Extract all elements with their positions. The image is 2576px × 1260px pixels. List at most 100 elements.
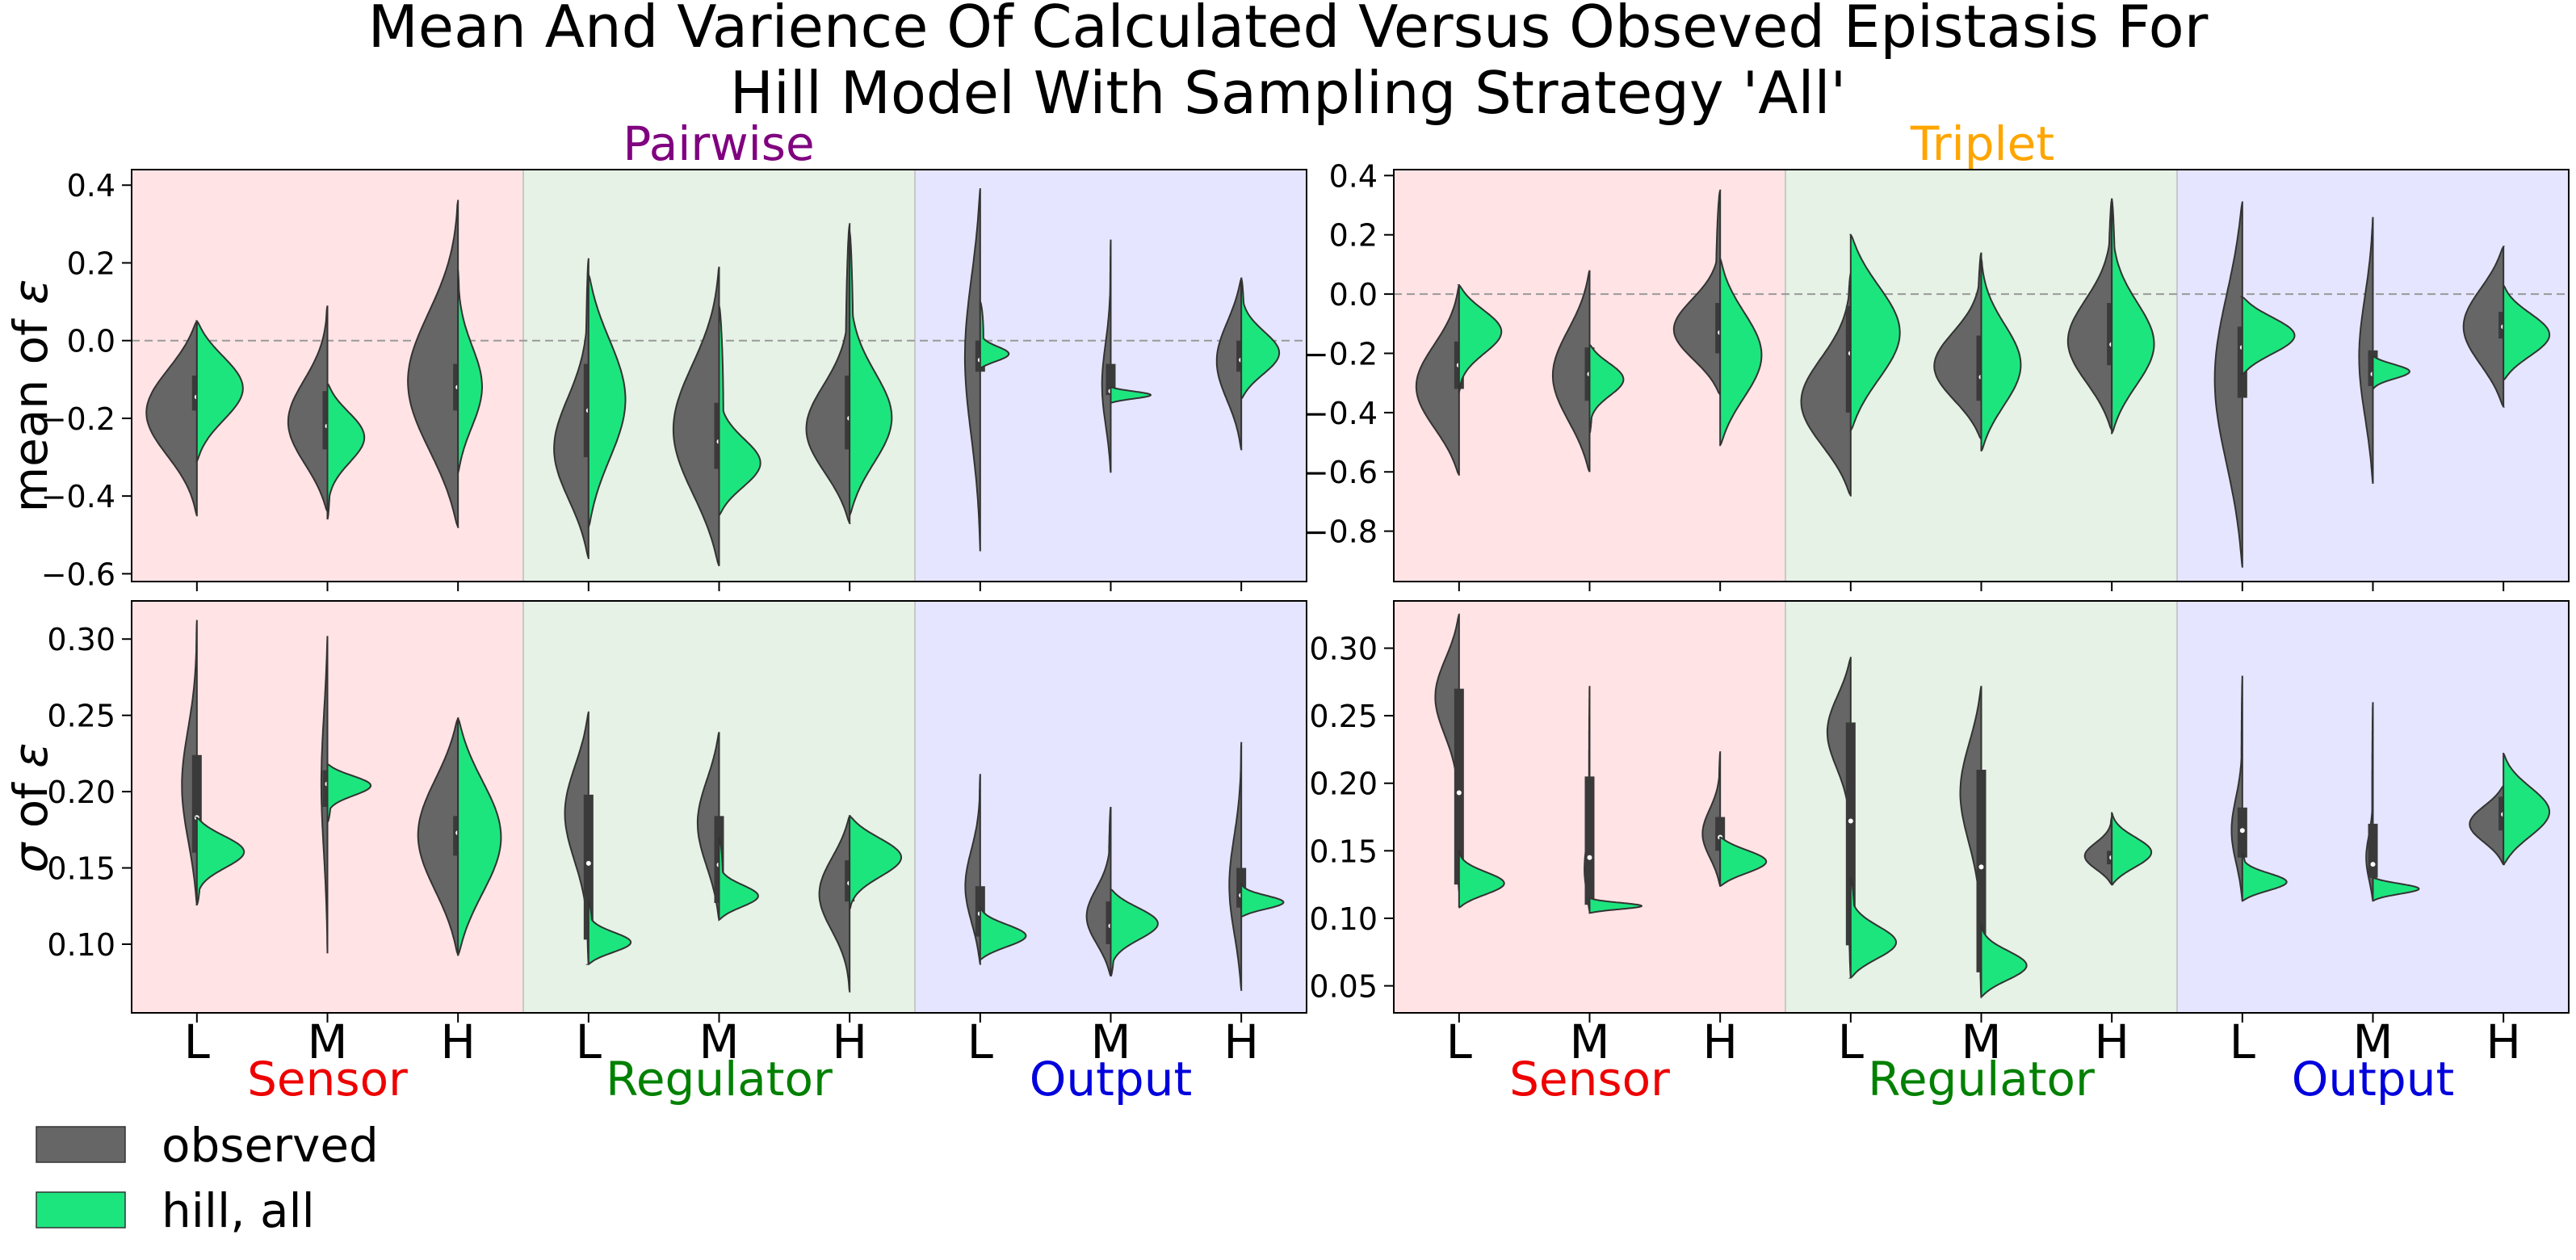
x-level-label: L bbox=[2230, 1014, 2255, 1069]
legend: observed hill, all bbox=[36, 1118, 379, 1238]
y-tick-label: −0.2 bbox=[41, 401, 115, 437]
x-level-label: L bbox=[1446, 1014, 1472, 1069]
violin-hill-all-regulator-l bbox=[585, 901, 632, 965]
violin-observed-sensor-h bbox=[417, 717, 459, 956]
figure-title-line-1: Mean And Varience Of Calculated Versus O… bbox=[368, 0, 2209, 61]
violin-observed-regulator-m bbox=[1933, 252, 1982, 443]
median-dot bbox=[1978, 864, 1984, 870]
x-group-label-output: Output bbox=[1030, 1052, 1192, 1107]
panel-triplet-sigma: 0.05 0.10 0.15 0.20 0.25 0.30 bbox=[1309, 600, 2570, 1023]
x-group-label-sensor: Sensor bbox=[247, 1052, 408, 1107]
violin-observed-sensor-l bbox=[1415, 284, 1460, 476]
y-tick-label: 0.15 bbox=[1309, 834, 1378, 869]
panels-layer: −0.6 −0.4 −0.2 0.0 0.2 0.4 −0.8 −0.6 −0.4 −0.2 0.0… bbox=[41, 158, 2570, 1023]
ylabel-mean: mean of ε bbox=[3, 279, 58, 513]
violin-observed-output-h bbox=[1215, 277, 1243, 451]
x-level-label: H bbox=[440, 1014, 476, 1069]
violin-observed-regulator-h bbox=[805, 223, 851, 524]
column-title-triplet: Triplet bbox=[1910, 116, 2054, 171]
y-tick-label: −0.6 bbox=[41, 556, 115, 592]
x-level-label: M bbox=[2352, 1014, 2393, 1069]
violin-hill-all-regulator-l bbox=[587, 273, 627, 528]
median-dot bbox=[1456, 790, 1462, 796]
ylabel-sigma-symbol-2: ε bbox=[3, 743, 58, 768]
y-tick-label: 0.4 bbox=[1329, 158, 1378, 194]
violin-observed-regulator-l bbox=[553, 258, 589, 560]
legend-label-observed: observed bbox=[162, 1118, 379, 1173]
x-level-label: M bbox=[699, 1014, 739, 1069]
y-tick-label: 0.30 bbox=[47, 622, 115, 657]
violin-observed-sensor-m bbox=[287, 305, 329, 512]
y-tick-label: 0.2 bbox=[1329, 218, 1378, 254]
legend-swatch-observed bbox=[36, 1126, 126, 1163]
x-level-label: M bbox=[1961, 1014, 2001, 1069]
x-level-label: M bbox=[1569, 1014, 1609, 1069]
y-tick-label: 0.0 bbox=[67, 324, 115, 359]
violin-observed-sensor-h bbox=[407, 200, 459, 528]
x-level-label: H bbox=[832, 1014, 867, 1069]
x-group-label-regulator: Regulator bbox=[1868, 1052, 2095, 1107]
violin-hill-all-sensor-h bbox=[457, 717, 502, 956]
violin-observed-output-m bbox=[1085, 806, 1112, 977]
violin-hill-all-output-m bbox=[2372, 876, 2420, 902]
violin-hill-all-sensor-m bbox=[326, 380, 366, 520]
violin-hill-all-regulator-m bbox=[718, 837, 759, 922]
violin-hill-all-output-m bbox=[1110, 888, 1159, 977]
violin-observed-regulator-h bbox=[2066, 198, 2113, 431]
column-title-pairwise: Pairwise bbox=[623, 116, 814, 171]
ylabel-sigma-middle: of bbox=[3, 768, 58, 843]
median-dot bbox=[1587, 855, 1592, 860]
x-group-label-output: Output bbox=[2292, 1052, 2454, 1107]
y-tick-label: 0.25 bbox=[1309, 699, 1378, 734]
violin-hill-all-output-l bbox=[2240, 852, 2288, 902]
y-tick-label: 0.4 bbox=[67, 168, 115, 204]
violin-hill-all-regulator-m bbox=[1980, 258, 2022, 452]
violin-hill-all-sensor-l bbox=[1457, 850, 1505, 909]
figure-title-line-2: Hill Model With Sampling Strategy 'All' bbox=[730, 59, 1847, 127]
violin-hill-all-output-l bbox=[2239, 296, 2296, 376]
violin-hill-all-sensor-h bbox=[1719, 836, 1768, 887]
ylabel-mean-prefix: mean of bbox=[3, 304, 58, 512]
violin-hill-all-output-h bbox=[2503, 284, 2551, 381]
violin-observed-output-m bbox=[1101, 239, 1112, 473]
violin-observed-output-m bbox=[2358, 216, 2374, 485]
violin-observed-output-h bbox=[2462, 246, 2505, 408]
violin-hill-all-regulator-m bbox=[1980, 922, 2028, 998]
violin-hill-all-regulator-h bbox=[849, 815, 902, 910]
violin-hill-all-sensor-l bbox=[194, 817, 245, 905]
median-dot bbox=[585, 860, 591, 866]
violin-observed-regulator-m bbox=[696, 732, 720, 921]
x-level-label: H bbox=[1702, 1014, 1738, 1069]
y-tick-label: 0.10 bbox=[47, 927, 115, 963]
median-dot bbox=[1848, 818, 1853, 824]
violin-observed-sensor-m bbox=[1551, 270, 1591, 472]
violin-hill-all-output-h bbox=[2503, 753, 2551, 866]
x-group-label-sensor: Sensor bbox=[1509, 1052, 1670, 1107]
x-level-label: L bbox=[576, 1014, 602, 1069]
ylabel-sigma-symbol: σ bbox=[3, 841, 58, 872]
violin-hill-all-output-h bbox=[1240, 277, 1281, 400]
violin-hill-all-regulator-h bbox=[2111, 812, 2153, 886]
violin-observed-regulator-h bbox=[818, 815, 851, 993]
x-level-label: M bbox=[307, 1014, 347, 1069]
violin-hill-all-sensor-m bbox=[1588, 897, 1643, 914]
median-dot bbox=[2370, 862, 2376, 867]
x-level-label: M bbox=[1090, 1014, 1131, 1069]
violin-hill-all-sensor-l bbox=[1457, 284, 1503, 393]
x-level-label: L bbox=[967, 1014, 993, 1069]
y-tick-label: 0.25 bbox=[47, 699, 115, 734]
iqr-box bbox=[1454, 688, 1464, 885]
violin-observed-output-h bbox=[1228, 741, 1243, 991]
violin-observed-sensor-h bbox=[1701, 751, 1722, 887]
x-level-label: L bbox=[184, 1014, 210, 1069]
violin-hill-all-output-l bbox=[979, 300, 1010, 369]
violin-observed-sensor-h bbox=[1672, 189, 1722, 396]
x-group-label-regulator: Regulator bbox=[606, 1052, 833, 1107]
y-tick-label: −0.6 bbox=[1303, 455, 1378, 490]
violin-hill-all-output-l bbox=[978, 906, 1027, 960]
y-tick-label: 0.20 bbox=[1309, 766, 1378, 802]
y-tick-label: 0.30 bbox=[1309, 632, 1378, 667]
y-tick-label: 0.2 bbox=[67, 246, 115, 281]
y-tick-label: −0.4 bbox=[41, 479, 115, 514]
